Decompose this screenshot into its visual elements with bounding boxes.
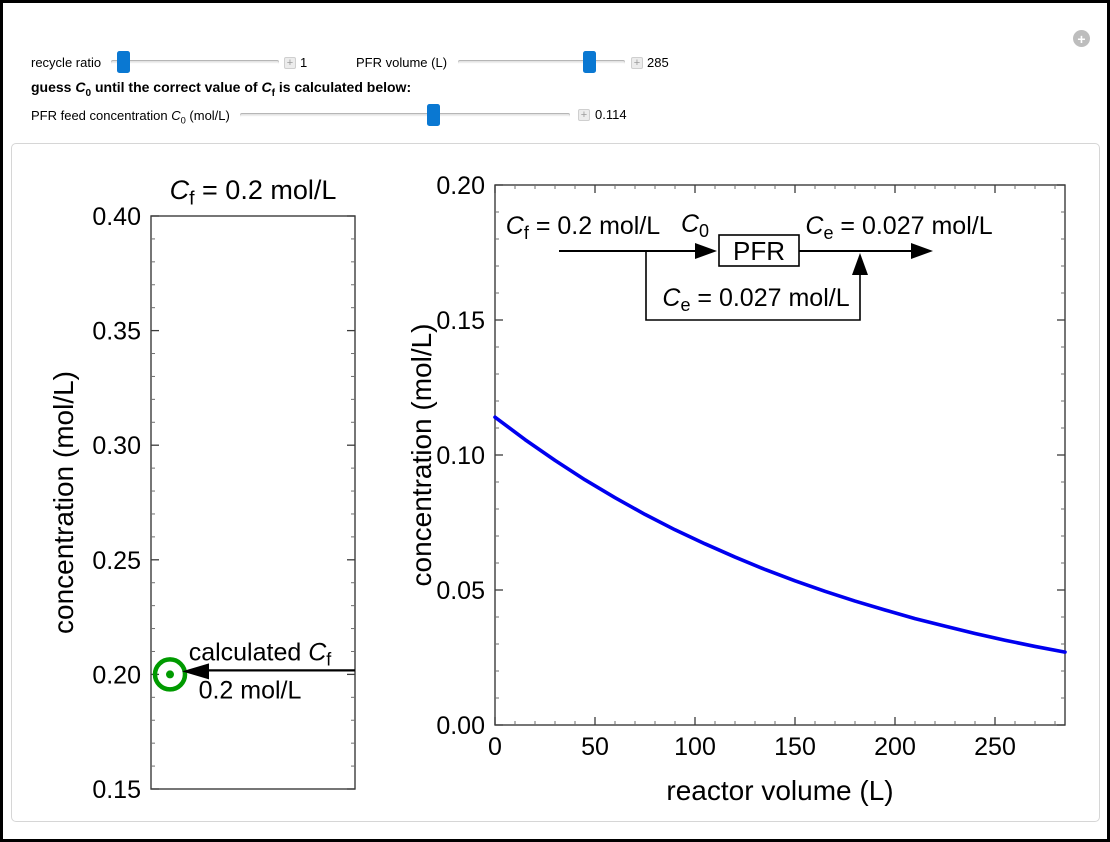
feed-concentration-slider-thumb[interactable]	[427, 104, 441, 126]
recycle-ratio-slider[interactable]	[111, 51, 279, 73]
feed-concentration-label: PFR feed concentration C0 (mol/L)	[31, 108, 230, 126]
pfr-volume-slider-thumb[interactable]	[582, 51, 596, 73]
feed-concentration-value: 0.114	[595, 107, 627, 122]
recycle-ratio-value: 1	[300, 55, 308, 70]
plot-panel	[11, 143, 1100, 822]
recycle-ratio-expand-button[interactable]	[284, 57, 296, 69]
pfr-volume-value: 285	[647, 55, 669, 70]
pfr-volume-expand-button[interactable]	[631, 57, 643, 69]
feed-concentration-expand-button[interactable]	[578, 109, 590, 121]
recycle-ratio-slider-thumb[interactable]	[117, 51, 131, 73]
feed-concentration-slider[interactable]	[240, 104, 570, 126]
pfr-volume-label: PFR volume (L)	[356, 55, 448, 70]
recycle-ratio-label: recycle ratio	[31, 55, 102, 70]
instruction-text: guess C0 until the correct value of Cf i…	[31, 79, 412, 99]
settings-plus-button[interactable]	[1073, 30, 1090, 47]
pfr-volume-slider[interactable]	[458, 51, 625, 73]
